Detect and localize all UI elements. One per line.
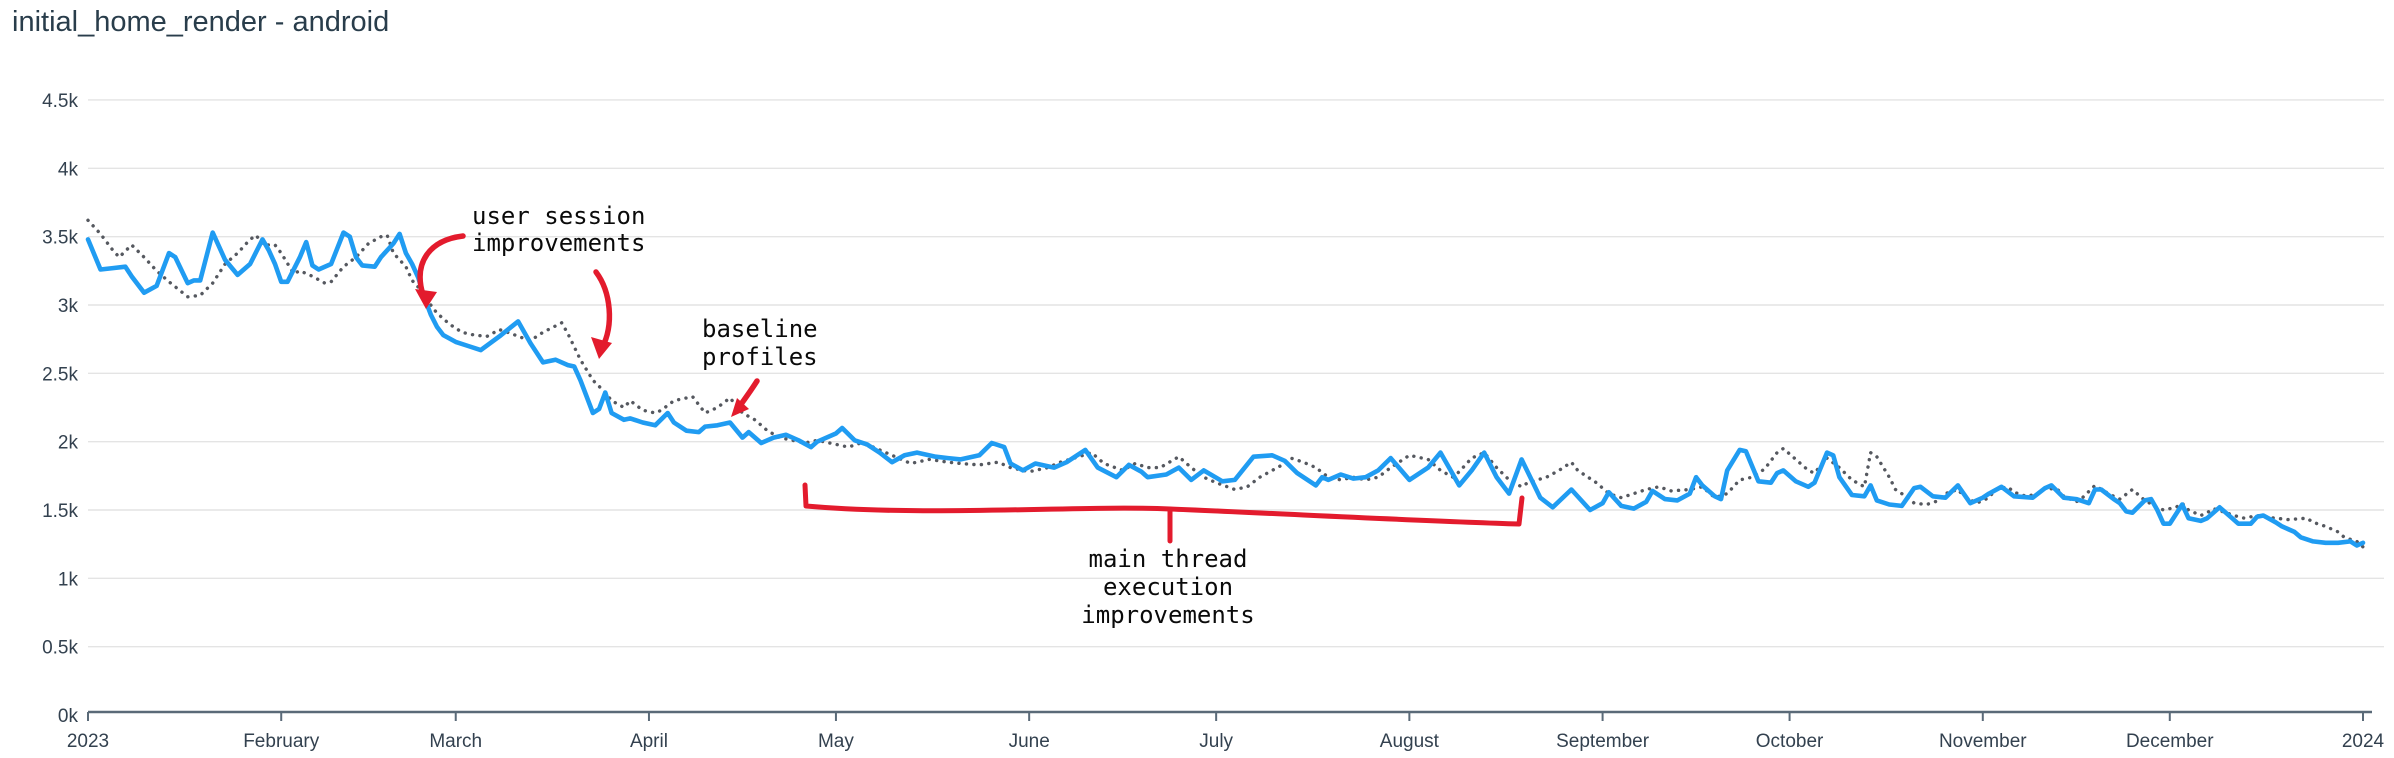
series-current-line xyxy=(85,230,2366,548)
annotation-arrowhead-baseline-profiles xyxy=(731,398,749,417)
annotation-text-main-thread-execution-improvements: main thread execution improvements xyxy=(1081,545,1254,629)
x-axis-label-May: May xyxy=(818,731,854,752)
y-axis-label-2.5k: 2.5k xyxy=(42,364,78,385)
x-axis-label-February: February xyxy=(243,731,320,752)
y-axis-label-3.5k: 3.5k xyxy=(42,228,78,249)
x-axis-label-October: October xyxy=(1756,731,1824,752)
x-axis-label-2024: 2024 xyxy=(2342,731,2385,752)
x-axis-label-June: June xyxy=(1009,731,1050,752)
y-axis-label-2k: 2k xyxy=(58,433,79,454)
annotation-arrow-user-session-2 xyxy=(593,269,613,351)
y-axis-label-4k: 4k xyxy=(58,159,79,180)
annotation-text-user-session-improvements: user session improvements xyxy=(472,202,645,257)
y-axis-label-0.5k: 0.5k xyxy=(42,638,78,659)
y-axis-label-4.5k: 4.5k xyxy=(42,91,78,112)
annotation-arrowhead-user-session-2 xyxy=(591,337,612,359)
annotation-text-baseline-profiles: baseline profiles xyxy=(702,315,818,371)
x-axis-label-April: April xyxy=(630,731,668,752)
y-axis-label-1.5k: 1.5k xyxy=(42,501,78,522)
series-previous-dotted-line xyxy=(86,218,2365,549)
x-axis-label-2023: 2023 xyxy=(67,731,109,752)
annotation-bracket-main-thread xyxy=(802,482,1525,527)
x-axis-label-August: August xyxy=(1380,731,1440,752)
x-axis-label-November: November xyxy=(1939,731,2027,752)
x-axis-label-September: September xyxy=(1556,731,1650,752)
x-axis-label-July: July xyxy=(1199,731,1233,752)
x-axis-label-March: March xyxy=(429,731,482,752)
x-axis-label-December: December xyxy=(2126,731,2214,752)
chart-title: initial_home_render - android xyxy=(12,6,390,38)
annotation-arrowhead-user-session xyxy=(415,289,437,309)
y-axis-label-0k: 0k xyxy=(58,706,79,727)
y-axis-label-3k: 3k xyxy=(58,296,79,317)
y-axis-label-1k: 1k xyxy=(58,569,79,590)
annotation-arrow-user-session xyxy=(417,233,466,298)
